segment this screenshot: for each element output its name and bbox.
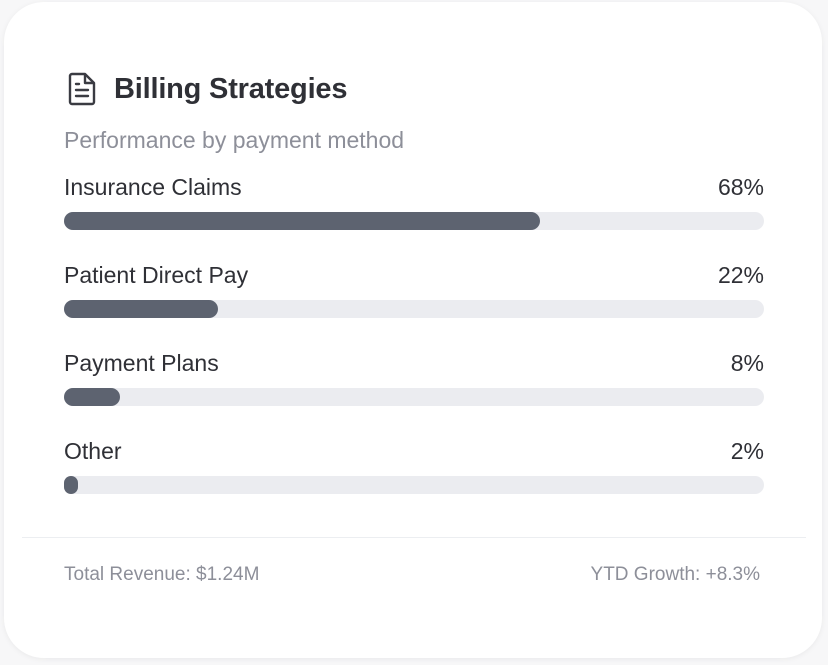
footer-divider xyxy=(22,537,806,538)
billing-row-insurance-claims: Insurance Claims 68% xyxy=(64,174,764,230)
progress-track xyxy=(64,476,764,494)
progress-track xyxy=(64,212,764,230)
progress-fill xyxy=(64,212,540,230)
billing-strategies-card: Billing Strategies Performance by paymen… xyxy=(4,2,822,658)
row-label: Payment Plans xyxy=(64,350,219,376)
row-percentage: 68% xyxy=(717,174,764,200)
card-title: Billing Strategies xyxy=(114,72,348,105)
billing-row-payment-plans: Payment Plans 8% xyxy=(64,350,764,406)
progress-fill xyxy=(64,300,218,318)
document-icon xyxy=(66,71,98,107)
row-percentage: 22% xyxy=(717,262,764,288)
billing-row-other: Other 2% xyxy=(64,438,764,494)
card-header: Billing Strategies xyxy=(66,70,347,108)
row-percentage: 2% xyxy=(730,438,764,464)
progress-fill xyxy=(64,476,78,494)
total-revenue: Total Revenue: $1.24M xyxy=(64,564,260,585)
row-label: Insurance Claims xyxy=(64,174,242,200)
row-label: Other xyxy=(64,438,122,464)
row-percentage: 8% xyxy=(730,350,764,376)
row-label: Patient Direct Pay xyxy=(64,262,249,288)
card-subtitle: Performance by payment method xyxy=(64,127,405,153)
ytd-growth: YTD Growth: +8.3% xyxy=(590,564,760,585)
progress-fill xyxy=(64,388,120,406)
billing-row-patient-direct-pay: Patient Direct Pay 22% xyxy=(64,262,764,318)
progress-track xyxy=(64,300,764,318)
progress-track xyxy=(64,388,764,406)
